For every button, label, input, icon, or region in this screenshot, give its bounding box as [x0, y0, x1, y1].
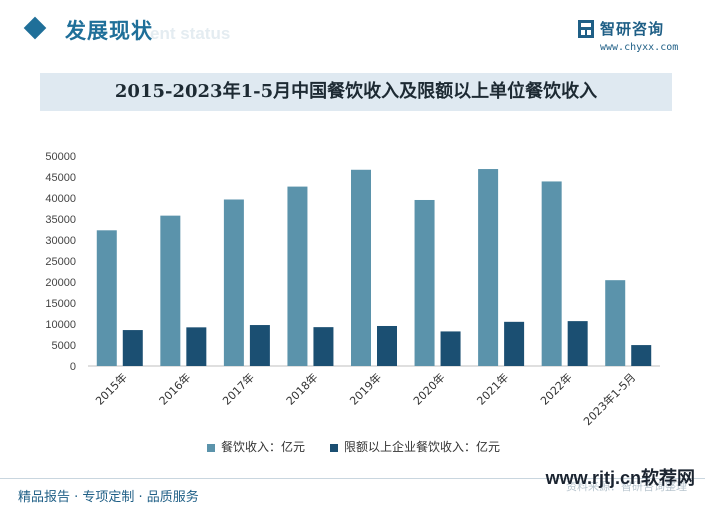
logo-url: www.chyxx.com [600, 42, 679, 53]
bar-catering-revenue [605, 280, 626, 366]
x-tick-label: 2016年 [156, 370, 193, 407]
logo-name: 智研咨询 [600, 20, 665, 38]
bar-catering-revenue [351, 169, 371, 366]
x-tick-label: 2017年 [220, 370, 257, 407]
legend-label-series-1: 餐饮收入：亿元 [221, 440, 306, 454]
bar-above-quota-revenue [440, 331, 461, 366]
footer-tagline: 精品报告 · 专项定制 · 品质服务 [18, 490, 199, 505]
bar-catering-revenue [160, 215, 181, 366]
legend-swatch-series-1 [207, 443, 215, 452]
legend-label-series-2: 限额以上企业餐饮收入：亿元 [344, 440, 501, 454]
bar-catering-revenue [223, 199, 244, 366]
chart-title-band: 2015-2023年1-5月中国餐饮收入及限额以上单位餐饮收入 [40, 73, 672, 111]
x-axis: 2015年 2016年 2017年 2018年 2019年 2020年 2021年 2022年… [88, 365, 660, 428]
bar-catering-revenue [414, 199, 435, 366]
site-watermark: www.rjtj.cn软荐网 [545, 468, 695, 488]
bar-above-quota-revenue [313, 327, 334, 366]
x-tick-label: 2022年 [537, 370, 574, 407]
bar-catering-revenue [478, 169, 499, 366]
header: ent status 发展现状 智研咨询 www.chyxx.com [0, 0, 705, 62]
x-tick-label: 2023年1-5月 [580, 370, 638, 428]
bars [96, 169, 652, 366]
x-tick-label: 2019年 [347, 370, 384, 407]
legend: 餐饮收入：亿元 限额以上企业餐饮收入：亿元 [0, 438, 705, 456]
x-tick-label: 2018年 [283, 370, 320, 407]
y-tick-label: 5000 [52, 340, 76, 352]
bar-above-quota-revenue [186, 327, 207, 366]
y-tick-label: 0 [70, 361, 76, 373]
y-tick-label: 50000 [45, 151, 76, 163]
x-tick-label: 2021年 [474, 370, 511, 407]
y-axis: 0 5000 10000 15000 20000 25000 30000 35000 40000… [45, 151, 76, 373]
y-tick-label: 20000 [45, 277, 76, 289]
brand-logo: 智研咨询 www.chyxx.com [578, 18, 688, 58]
y-tick-label: 15000 [45, 298, 76, 310]
x-tick-label: 2015年 [92, 370, 129, 407]
legend-item-series-1: 餐饮收入：亿元 [207, 438, 305, 455]
y-tick-label: 30000 [45, 235, 76, 247]
y-tick-label: 45000 [45, 172, 76, 184]
bar-catering-revenue [96, 230, 117, 366]
footer-divider [0, 478, 705, 479]
legend-swatch-series-2 [330, 443, 338, 452]
bar-above-quota-revenue [504, 321, 525, 366]
bar-above-quota-revenue [122, 330, 143, 366]
logo-mark-icon [578, 20, 594, 38]
chart-title: 2015-2023年1-5月中国餐饮收入及限额以上单位餐饮收入 [114, 81, 598, 102]
bar-catering-revenue [541, 181, 562, 366]
data-source: 资料来源：智研咨询整理 [566, 480, 687, 493]
x-tick-label: 2020年 [410, 370, 447, 407]
bar-catering-revenue [287, 186, 308, 366]
section-title: 发展现状 [65, 19, 153, 43]
bar-above-quota-revenue [249, 325, 270, 366]
bar-above-quota-revenue [377, 325, 397, 366]
y-tick-label: 40000 [45, 193, 76, 205]
bar-above-quota-revenue [631, 345, 652, 366]
legend-item-series-2: 限额以上企业餐饮收入：亿元 [330, 438, 500, 455]
bar-above-quota-revenue [567, 321, 588, 366]
y-tick-label: 35000 [45, 214, 76, 226]
y-tick-label: 25000 [45, 256, 76, 268]
ghost-subtitle: ent status [150, 24, 231, 43]
y-tick-label: 10000 [45, 319, 76, 331]
